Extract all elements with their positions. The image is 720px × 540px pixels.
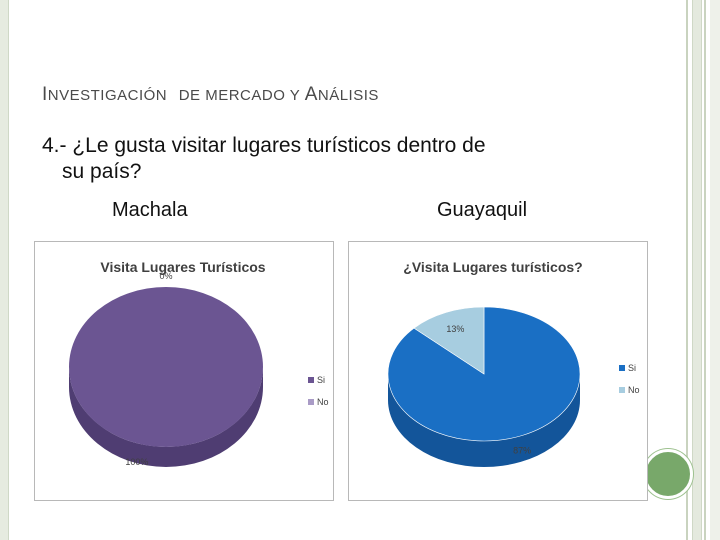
slide-frame-right-line [686,0,688,540]
slide-frame-left [0,0,9,540]
decorative-circle [643,449,693,499]
chart-guayaquil: ¿Visita Lugares turísticos? 87% 13% Si No [348,241,648,501]
chart-machala-svg: Visita Lugares Turísticos 100% 0% Si No [69,259,329,467]
pie-slice-si [387,306,581,442]
legend-label-no: No [628,385,640,395]
heading-initial: A [304,84,318,105]
chart-machala: Visita Lugares Turísticos 100% 0% Si No [34,241,334,501]
chart-title: Visita Lugares Turísticos [100,259,265,275]
pie-slice-no [413,306,485,375]
legend-swatch-si [619,365,625,371]
slide-frame-right-edge [710,0,720,540]
question-line-2: su país? [62,160,142,183]
legend-label-si: Si [317,375,325,385]
legend-label-no: No [317,397,329,407]
pie-side-si [69,367,263,467]
legend: Si No [619,363,640,395]
legend-label-si: Si [628,363,636,373]
heading-word: NÁLISIS [317,87,379,104]
question-text: 4.- ¿Le gusta visitar lugares turísticos… [42,133,642,185]
city-label-guayaquil: Guayaquil [437,199,528,221]
chart-title: ¿Visita Lugares turísticos? [403,259,582,275]
legend-swatch-no [619,387,625,393]
data-label-si: 100% [125,457,148,467]
slide-frame-right-band [692,0,702,540]
heading-initial: I [42,84,48,105]
city-label-machala: Machala [112,199,188,221]
pie-side-si [388,374,580,467]
legend-swatch-si [308,377,314,383]
legend-swatch-no [308,399,314,405]
pie-slice-si [69,287,263,447]
data-label-no: 0% [159,271,172,281]
slide-heading: INVESTIGACIÓN DE MERCADO Y ANÁLISIS [42,84,379,106]
data-label-si: 87% [513,445,531,455]
chart-guayaquil-svg: ¿Visita Lugares turísticos? 87% 13% Si No [387,259,640,467]
slide-frame-right-line [704,0,706,540]
heading-word: DE MERCADO Y [178,87,305,104]
pie-group [387,306,581,467]
legend: Si No [308,375,329,407]
pie-group [69,287,263,467]
data-label-no: 13% [446,324,464,334]
question-line-1: 4.- ¿Le gusta visitar lugares turísticos… [42,134,486,157]
heading-word: NVESTIGACIÓN [47,87,168,104]
